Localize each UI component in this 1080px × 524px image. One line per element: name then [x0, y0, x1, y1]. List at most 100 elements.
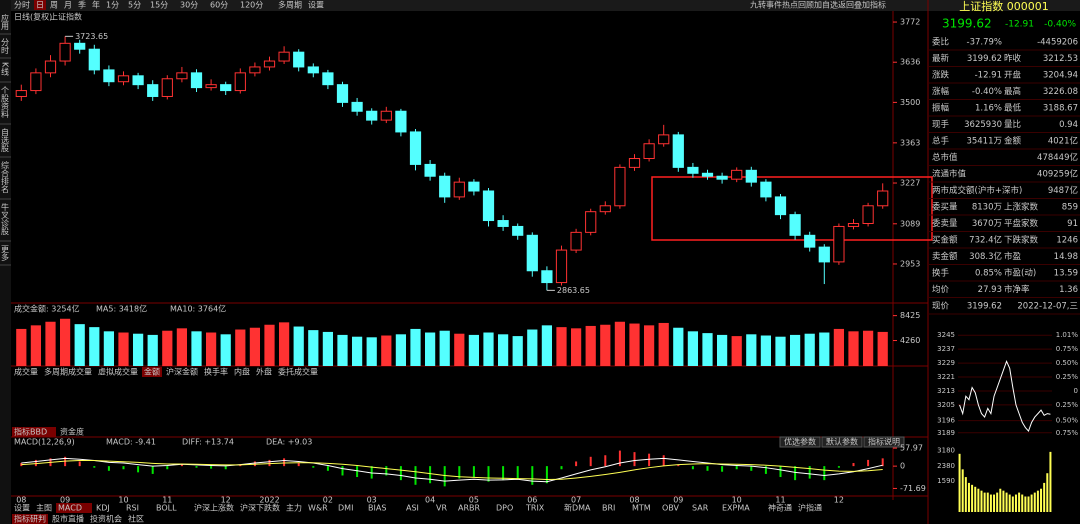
- macd-button[interactable]: 指标说明: [868, 437, 900, 447]
- candle-body: [774, 196, 787, 216]
- indicator-tab[interactable]: DMI: [338, 504, 353, 513]
- indicator-tab[interactable]: 新DMA: [564, 503, 591, 513]
- indicator-tab[interactable]: BIAS: [368, 504, 386, 513]
- toolbar-item[interactable]: 日: [36, 1, 44, 10]
- macd-bar: [516, 466, 519, 479]
- indicator-tab[interactable]: 沪深上涨数: [194, 503, 234, 513]
- toolbar-item[interactable]: 设置: [308, 0, 324, 10]
- toolbar-item[interactable]: 分时: [14, 0, 30, 10]
- sidebar-tab[interactable]: 个股资料: [1, 86, 10, 119]
- quote-value: 1.16%: [975, 104, 1002, 114]
- toolbar-item[interactable]: 季: [78, 0, 86, 10]
- candle-body: [614, 166, 626, 207]
- indicator-tab[interactable]: 设置: [14, 503, 30, 513]
- volume-tab[interactable]: 虚拟成交量: [98, 367, 138, 377]
- toolbar-item[interactable]: 多周期: [278, 0, 302, 10]
- indicator-tab[interactable]: ARBR: [458, 504, 481, 513]
- volume-tab[interactable]: 外盘: [256, 367, 272, 377]
- quote-label: 委比: [932, 37, 949, 48]
- macd-button[interactable]: 优选参数: [784, 437, 816, 447]
- toolbar-item[interactable]: 指标: [870, 0, 886, 10]
- toolbar-item[interactable]: 60分: [210, 1, 228, 10]
- quote-value: 0.94: [1059, 120, 1078, 130]
- indicator-tab[interactable]: 主力: [286, 503, 302, 513]
- candle-body: [220, 84, 232, 92]
- indicator-tab[interactable]: SAR: [692, 504, 709, 513]
- indicator-tab[interactable]: 主图: [36, 503, 52, 513]
- toolbar-item[interactable]: 返回: [838, 1, 854, 10]
- quote-value: -4459206: [1037, 38, 1078, 48]
- indicator-tab[interactable]: MTM: [632, 504, 651, 513]
- macd-bar: [735, 466, 738, 470]
- indicator-tab[interactable]: MACD: [58, 504, 82, 513]
- intraday-vol-bar: [983, 492, 986, 512]
- quote-value: 3199.62: [967, 54, 1002, 64]
- macd-bar: [78, 461, 81, 467]
- candle-body: [453, 181, 465, 198]
- candle-body: [760, 181, 772, 198]
- indicator-tab[interactable]: BOLL: [156, 504, 177, 513]
- indicator-tab[interactable]: W&R: [308, 504, 328, 513]
- indicator-tab[interactable]: KDJ: [96, 504, 110, 513]
- bottom-tab[interactable]: 指标研判: [14, 514, 46, 524]
- indicator-tab[interactable]: DPO: [496, 504, 513, 513]
- volume-tab[interactable]: 多周期成交量: [44, 367, 92, 377]
- sidebar-tab[interactable]: 综合排名: [1, 160, 10, 194]
- indicator-tab[interactable]: TRIX: [525, 504, 545, 513]
- sidebar-tab[interactable]: K线: [1, 62, 10, 75]
- sidebar-tab[interactable]: 分时: [1, 38, 10, 54]
- intraday-vol-bar: [1049, 451, 1052, 512]
- toolbar-item[interactable]: 加自选: [814, 0, 838, 10]
- toolbar-item[interactable]: 1分: [106, 1, 119, 10]
- toolbar-item[interactable]: 30分: [180, 1, 198, 10]
- macd-tab[interactable]: 指标BBD: [14, 427, 47, 437]
- toolbar-item[interactable]: 15分: [150, 1, 168, 10]
- volume-tab[interactable]: 委托成交量: [278, 367, 318, 377]
- indicator-tab[interactable]: EXPMA: [722, 504, 750, 513]
- indicator-tab[interactable]: 沪指通: [798, 503, 822, 513]
- macd-bar: [721, 466, 724, 472]
- toolbar-item[interactable]: 月: [64, 1, 72, 10]
- macd-label: DIFF: +13.74: [182, 438, 234, 447]
- toolbar-item[interactable]: 120分: [240, 1, 263, 10]
- indicator-tab[interactable]: 沪深下跌数: [240, 503, 280, 513]
- bottom-tab[interactable]: 股市直播: [52, 514, 84, 524]
- toolbar-item[interactable]: 热点回顾: [782, 0, 814, 10]
- toolbar-item[interactable]: 叠加: [854, 0, 870, 10]
- quote-label: 换手: [932, 268, 950, 279]
- volume-bar: [819, 332, 830, 366]
- quote-label: 总市值: [932, 152, 958, 163]
- quote-label: 昨收: [1004, 53, 1022, 64]
- indicator-tab[interactable]: RSI: [126, 504, 139, 513]
- sidebar-tab[interactable]: 牛叉诊股: [1, 202, 10, 236]
- sidebar-tab[interactable]: 更多: [1, 245, 10, 262]
- quote-value: 4021亿: [1048, 136, 1078, 147]
- quote-value: 9487亿: [1048, 185, 1078, 196]
- toolbar-item[interactable]: 年: [92, 0, 100, 10]
- indicator-tab[interactable]: BRI: [602, 504, 615, 513]
- macd-button[interactable]: 默认参数: [826, 437, 858, 447]
- toolbar-item[interactable]: 周: [50, 1, 58, 10]
- volume-bar: [395, 334, 407, 366]
- candle-body: [147, 84, 159, 97]
- candle-body: [585, 211, 597, 233]
- indicator-tab[interactable]: ASI: [406, 504, 419, 513]
- indicator-tab[interactable]: VR: [436, 504, 447, 513]
- bottom-tab[interactable]: 投资机会: [90, 514, 122, 524]
- toolbar-item[interactable]: 九转: [750, 0, 766, 10]
- macd-tab[interactable]: 资金度: [60, 427, 84, 437]
- indicator-tab[interactable]: OBV: [662, 504, 680, 513]
- volume-tab[interactable]: 沪深金额: [166, 367, 198, 377]
- volume-tab[interactable]: 内盘: [234, 367, 250, 377]
- volume-bar: [746, 334, 757, 366]
- toolbar-item[interactable]: 5分: [128, 1, 141, 10]
- volume-tab[interactable]: 换手率: [204, 367, 228, 377]
- volume-tab[interactable]: 成交量: [14, 367, 38, 377]
- bottom-tab[interactable]: 社区: [128, 514, 144, 524]
- sidebar-tab[interactable]: 应用: [1, 13, 10, 31]
- toolbar-item[interactable]: 事件: [766, 0, 782, 10]
- indicator-tab[interactable]: 神奇通: [768, 503, 792, 513]
- volume-tab[interactable]: 金额: [144, 367, 160, 377]
- macd-bar: [341, 466, 344, 476]
- sidebar-tab[interactable]: 自选股: [1, 127, 10, 153]
